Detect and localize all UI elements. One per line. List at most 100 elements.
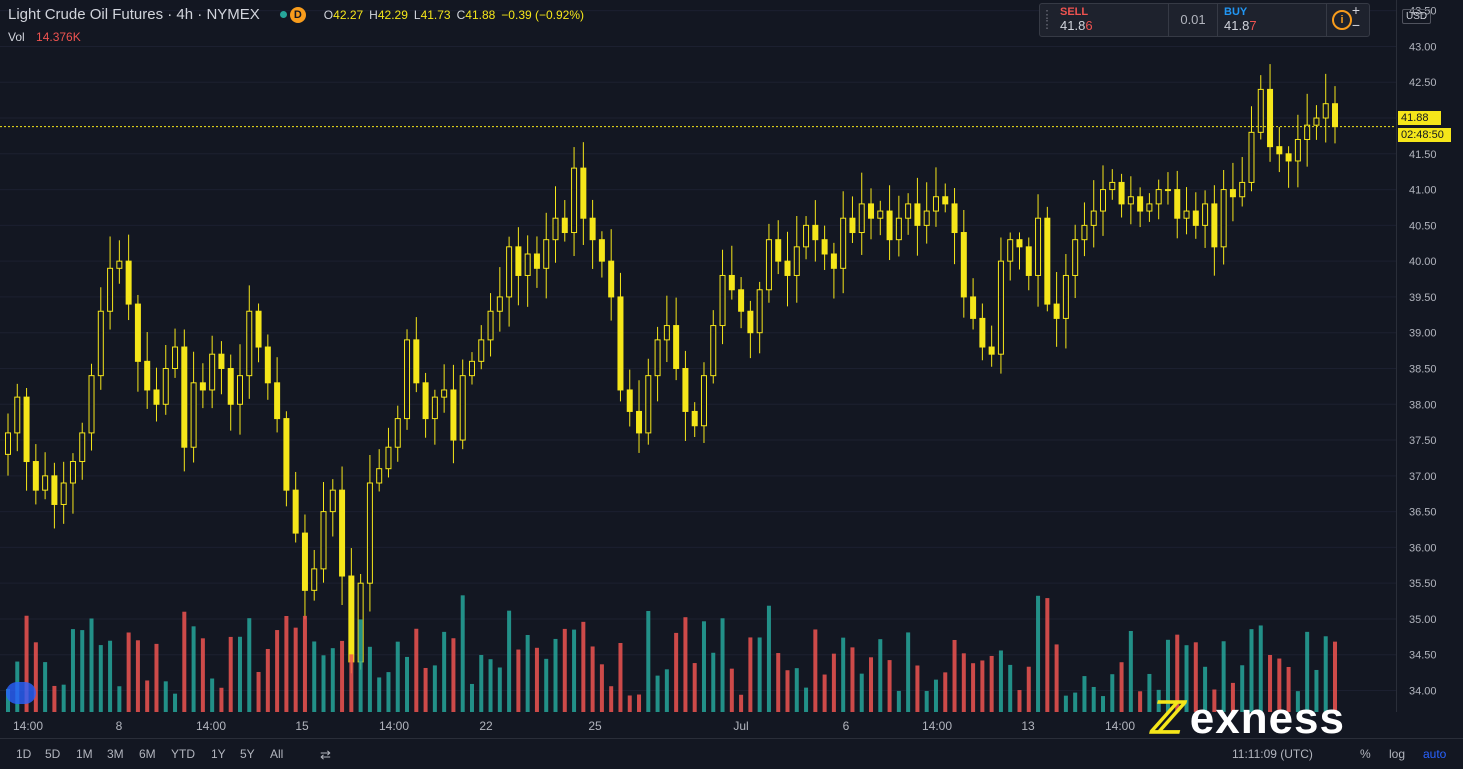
info-button[interactable]: i <box>1326 4 1357 36</box>
candle-body <box>905 203 912 219</box>
range-all[interactable]: All <box>270 747 284 761</box>
zoom-in-button[interactable]: + <box>1351 2 1361 18</box>
volume-bar <box>1286 666 1291 712</box>
bottom-toolbar: 1D 5D 1M 3M 6M YTD 1Y 5Y All ⇄ 11:11:09 … <box>0 738 1463 769</box>
volume-bar <box>933 679 938 712</box>
volume-bar <box>906 632 911 712</box>
trade-panel: ⋮ ⋮ SELL 41.86 0.01 BUY 41.87 i <box>1039 3 1370 37</box>
percent-toggle[interactable]: % <box>1360 747 1371 761</box>
candle-body <box>1062 274 1069 319</box>
tradingview-logo-icon[interactable] <box>6 682 36 704</box>
range-6m[interactable]: 6M <box>139 747 156 761</box>
volume-bar <box>1175 634 1180 712</box>
candle-body <box>348 575 355 663</box>
volume-bar <box>961 653 966 712</box>
candle-body <box>394 418 401 448</box>
volume-bar <box>859 673 864 712</box>
candle-body <box>1313 117 1320 126</box>
range-1m[interactable]: 1M <box>76 747 93 761</box>
range-5y[interactable]: 5Y <box>240 747 255 761</box>
volume-bar <box>302 615 307 712</box>
quantity-field[interactable]: 0.01 <box>1169 4 1218 36</box>
volume-bar <box>1193 642 1198 712</box>
auto-toggle[interactable]: auto <box>1423 747 1447 761</box>
price-axis[interactable]: 43.5043.0042.5042.0041.5041.0040.5040.00… <box>1396 0 1463 712</box>
volume-bar <box>256 671 261 712</box>
utc-clock[interactable]: 11:11:09 (UTC) <box>1232 747 1313 761</box>
range-1d[interactable]: 1D <box>16 747 32 761</box>
volume-bar <box>191 626 196 712</box>
drag-handle-icon[interactable]: ⋮ ⋮ <box>1041 9 1053 31</box>
range-5d[interactable]: 5D <box>45 747 61 761</box>
range-1y[interactable]: 1Y <box>211 747 226 761</box>
time-tick-label: 6 <box>843 719 850 733</box>
volume-bar <box>544 658 549 712</box>
candle-body <box>803 224 810 248</box>
candle-body <box>1322 103 1329 119</box>
candle-body <box>422 382 429 420</box>
candle-body <box>1304 124 1311 140</box>
volume-bar <box>1073 692 1078 712</box>
volume-bar <box>980 660 985 712</box>
interval-label[interactable]: 4h <box>176 6 194 23</box>
volume-bar <box>173 693 178 712</box>
candle-body <box>1220 189 1227 248</box>
volume-bar <box>423 667 428 712</box>
open-value: 42.27 <box>333 7 364 22</box>
volume-bar <box>664 669 669 712</box>
log-toggle[interactable]: log <box>1389 747 1406 761</box>
candle-body <box>255 310 262 348</box>
buy-price-main: 41.8 <box>1224 18 1250 33</box>
volume-bar <box>674 632 679 712</box>
chart-area[interactable] <box>0 0 1396 712</box>
high-label: H <box>369 7 378 22</box>
candle-body <box>88 375 95 434</box>
symbol-title[interactable]: Light Crude Oil Futures <box>8 6 164 23</box>
volume-bar <box>590 646 595 712</box>
price-tick-label: 34.00 <box>1409 686 1437 698</box>
volume-bar <box>627 695 632 712</box>
currency-badge[interactable]: USD <box>1402 9 1432 24</box>
candle-body <box>468 360 475 377</box>
candle-body <box>1090 210 1097 226</box>
volume-bar <box>108 640 113 712</box>
candle-body <box>162 367 169 405</box>
candle-body <box>608 260 615 298</box>
sell-price: 41.86 <box>1060 18 1162 33</box>
candle-body <box>274 382 281 420</box>
volume-bar <box>1045 598 1050 712</box>
price-tick-label: 36.50 <box>1409 507 1437 519</box>
candle-body <box>775 239 782 262</box>
sell-button[interactable]: SELL 41.86 <box>1054 4 1169 36</box>
volume-bar <box>794 668 799 712</box>
volume-bar <box>915 665 920 712</box>
time-axis[interactable]: 14:00 8 14:00 15 14:00 22 25 Jul 6 14:00 13 14:00 <box>0 712 1396 738</box>
price-tick-label: 41.00 <box>1409 185 1437 197</box>
volume-bar <box>237 636 242 712</box>
candle-body <box>654 339 661 377</box>
exness-wordmark: exness <box>1189 694 1345 743</box>
volume-bar <box>293 627 298 712</box>
candle-body <box>1155 189 1162 205</box>
buy-button[interactable]: BUY 41.87 <box>1218 4 1326 36</box>
range-3m[interactable]: 3M <box>107 747 124 761</box>
candle-body <box>1257 88 1264 133</box>
delayed-data-badge[interactable]: D <box>289 6 306 23</box>
volume-bar <box>1128 630 1133 712</box>
candle-body <box>385 446 392 470</box>
candle-body <box>756 289 763 334</box>
candle-body <box>979 317 986 348</box>
calendar-range-icon[interactable]: ⇄ <box>320 747 331 762</box>
candle-body <box>1164 189 1171 192</box>
candle-body <box>236 375 243 405</box>
candle-body <box>366 482 373 584</box>
volume-bar <box>210 678 215 712</box>
volume-bar <box>497 667 502 712</box>
volume-bar <box>479 654 484 712</box>
market-status-icon <box>279 11 287 18</box>
range-ytd[interactable]: YTD <box>171 747 195 761</box>
candle-body <box>636 410 643 434</box>
volume-bar <box>553 638 558 712</box>
zoom-out-button[interactable]: − <box>1351 17 1361 33</box>
candlestick-chart[interactable] <box>0 0 1396 712</box>
